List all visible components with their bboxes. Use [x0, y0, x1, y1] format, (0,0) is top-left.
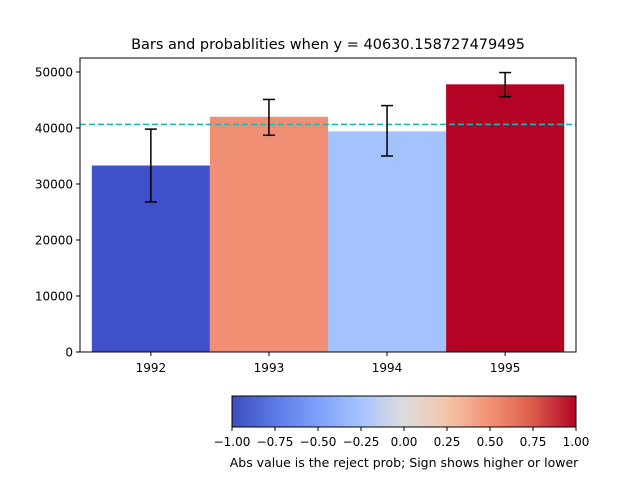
- colorbar-tick-label: 0.25: [434, 435, 461, 449]
- error-bars-layer: [144, 71, 512, 203]
- error-bar-1995: [499, 71, 512, 98]
- x-axis: 1992 1993 1994 1995: [136, 352, 521, 375]
- y-tick-label: 0: [65, 346, 73, 360]
- colorbar-tick-label: 1.00: [563, 435, 590, 449]
- bar-1993: [209, 116, 328, 352]
- bars-layer: [91, 84, 565, 352]
- y-tick-label: 10000: [35, 290, 73, 304]
- colorbar-label: Abs value is the reject prob; Sign shows…: [230, 455, 579, 470]
- x-tick-label: 1994: [372, 361, 403, 375]
- y-tick-label: 20000: [35, 234, 73, 248]
- y-tick-label: 40000: [35, 122, 73, 136]
- colorbar-tick-label: 0.75: [520, 435, 547, 449]
- error-bar-1994: [381, 104, 394, 157]
- y-tick-label: 30000: [35, 178, 73, 192]
- bar-1994: [328, 131, 447, 352]
- x-tick-label: 1993: [254, 361, 285, 375]
- colorbar-tick-label: −1.00: [214, 435, 251, 449]
- y-tick-label: 50000: [35, 66, 73, 80]
- error-bar-1992: [144, 128, 157, 203]
- x-tick-label: 1995: [490, 361, 521, 375]
- colorbar-tick-label: −0.25: [343, 435, 380, 449]
- y-axis: 0 10000 20000 30000 40000 50000: [35, 66, 80, 360]
- error-bar-1993: [262, 98, 275, 137]
- colorbar-tick-label: −0.75: [257, 435, 294, 449]
- colorbar: [231, 395, 577, 428]
- colorbar-tick-label: 0.50: [477, 435, 504, 449]
- colorbar-tick-label: 0.00: [391, 435, 418, 449]
- x-tick-label: 1992: [136, 361, 167, 375]
- plot-area-frame: [79, 57, 577, 353]
- chart-title: Bars and probablities when y = 40630.158…: [131, 37, 525, 53]
- bar-1995: [446, 84, 565, 352]
- colorbar-axis: −1.00 −0.75 −0.50 −0.25 0.00 0.25 0.50 0.75 1.00: [214, 427, 590, 449]
- colorbar-tick-label: −0.50: [300, 435, 337, 449]
